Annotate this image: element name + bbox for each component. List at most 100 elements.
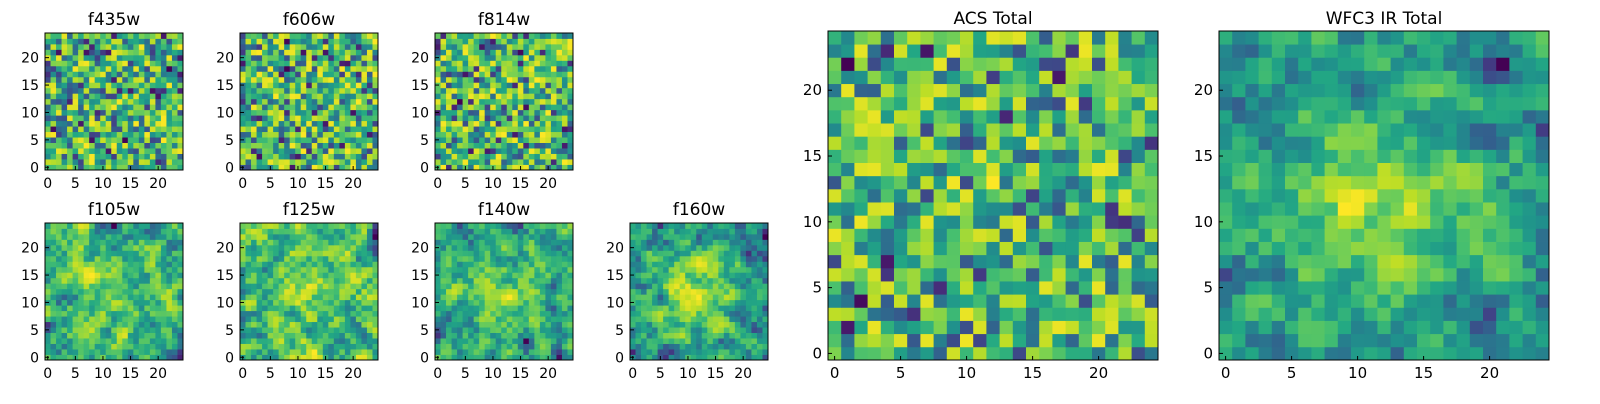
heatmap-cell bbox=[45, 38, 51, 44]
heatmap-cell bbox=[1132, 149, 1146, 163]
heatmap-cell bbox=[490, 154, 496, 160]
heatmap-cell bbox=[240, 99, 246, 105]
heatmap-cell bbox=[317, 278, 323, 284]
heatmap-cell bbox=[920, 215, 934, 229]
heatmap-cell bbox=[356, 261, 362, 267]
heatmap-cell bbox=[246, 77, 252, 83]
heatmap-cell bbox=[150, 322, 156, 328]
heatmap-cell bbox=[691, 283, 697, 289]
heatmap-cell bbox=[284, 261, 290, 267]
heatmap-cell bbox=[45, 338, 51, 344]
heatmap-cell bbox=[685, 278, 691, 284]
heatmap-cell bbox=[894, 163, 908, 177]
heatmap-cell bbox=[1013, 228, 1027, 242]
heatmap-cell bbox=[457, 245, 463, 251]
heatmap-cell bbox=[51, 316, 57, 322]
heatmap-cell bbox=[144, 33, 150, 39]
heatmap-cell bbox=[562, 159, 568, 165]
heatmap-cell bbox=[490, 338, 496, 344]
heatmap-cell bbox=[490, 44, 496, 50]
heatmap-cell bbox=[1118, 268, 1132, 282]
y-tick-label: 5 bbox=[615, 323, 624, 339]
heatmap-cell bbox=[367, 338, 373, 344]
heatmap-cell bbox=[740, 338, 746, 344]
heatmap-cell bbox=[150, 49, 156, 55]
heatmap-cell bbox=[457, 311, 463, 317]
heatmap-cell bbox=[718, 305, 724, 311]
heatmap-cell bbox=[534, 38, 540, 44]
heatmap-cell bbox=[1132, 202, 1146, 216]
heatmap-cell bbox=[868, 176, 882, 190]
heatmap-cell bbox=[100, 272, 106, 278]
heatmap-cell bbox=[62, 104, 68, 110]
heatmap-cell bbox=[740, 344, 746, 350]
heatmap-cell bbox=[746, 289, 752, 295]
heatmap-cell bbox=[161, 143, 167, 149]
heatmap-cell bbox=[155, 55, 161, 61]
heatmap-cell bbox=[51, 327, 57, 333]
heatmap-cell bbox=[246, 267, 252, 273]
heatmap-cell bbox=[84, 223, 90, 229]
heatmap-cell bbox=[100, 55, 106, 61]
heatmap-cell bbox=[78, 305, 84, 311]
heatmap-cell bbox=[279, 104, 285, 110]
heatmap-cell bbox=[262, 278, 268, 284]
heatmap-cell bbox=[268, 245, 274, 251]
heatmap-cell bbox=[674, 344, 680, 350]
heatmap-cell bbox=[680, 239, 686, 245]
heatmap-cell bbox=[95, 261, 101, 267]
heatmap-cell bbox=[446, 256, 452, 262]
heatmap-cell bbox=[630, 283, 636, 289]
heatmap-cell bbox=[367, 239, 373, 245]
heatmap-cell bbox=[334, 250, 340, 256]
heatmap-cell bbox=[545, 344, 551, 350]
heatmap-cell bbox=[446, 71, 452, 77]
heatmap-cell bbox=[551, 245, 557, 251]
heatmap-cell bbox=[641, 283, 647, 289]
heatmap-cell bbox=[1092, 268, 1106, 282]
heatmap-cell bbox=[485, 294, 491, 300]
heatmap-cell bbox=[663, 256, 669, 262]
heatmap-cell bbox=[518, 239, 524, 245]
heatmap-cell bbox=[474, 126, 480, 132]
heatmap-cell bbox=[122, 66, 128, 72]
heatmap-cell bbox=[556, 349, 562, 355]
heatmap-cell bbox=[540, 115, 546, 121]
heatmap-cell bbox=[658, 261, 664, 267]
heatmap-cell bbox=[273, 294, 279, 300]
heatmap-cell bbox=[133, 88, 139, 94]
heatmap-cell bbox=[540, 126, 546, 132]
heatmap-cell bbox=[523, 283, 529, 289]
heatmap-cell bbox=[474, 33, 480, 39]
heatmap-cell bbox=[641, 311, 647, 317]
heatmap-cell bbox=[51, 137, 57, 143]
heatmap-cell bbox=[854, 334, 868, 348]
heatmap-cell bbox=[463, 245, 469, 251]
heatmap-cell bbox=[356, 38, 362, 44]
heatmap-cell bbox=[529, 88, 535, 94]
heatmap-cell bbox=[155, 278, 161, 284]
heatmap-cell bbox=[67, 44, 73, 50]
y-tick-label: 15 bbox=[216, 268, 234, 284]
heatmap-cell bbox=[435, 154, 441, 160]
heatmap-cell bbox=[257, 88, 263, 94]
heatmap-cell bbox=[479, 250, 485, 256]
heatmap-cell bbox=[540, 77, 546, 83]
heatmap-cell bbox=[306, 126, 312, 132]
heatmap-cell bbox=[117, 110, 123, 116]
heatmap-cell bbox=[647, 300, 653, 306]
heatmap-cell bbox=[920, 268, 934, 282]
heatmap-cell bbox=[111, 143, 117, 149]
heatmap-cell bbox=[312, 148, 318, 154]
heatmap-cell bbox=[446, 104, 452, 110]
heatmap-cell bbox=[323, 223, 329, 229]
heatmap-cell bbox=[463, 305, 469, 311]
heatmap-cell bbox=[361, 49, 367, 55]
heatmap-cell bbox=[84, 272, 90, 278]
heatmap-cell bbox=[658, 311, 664, 317]
heatmap-cells bbox=[240, 33, 378, 170]
heatmap-cell bbox=[67, 322, 73, 328]
heatmap-cell bbox=[144, 154, 150, 160]
heatmap-cell bbox=[56, 82, 62, 88]
